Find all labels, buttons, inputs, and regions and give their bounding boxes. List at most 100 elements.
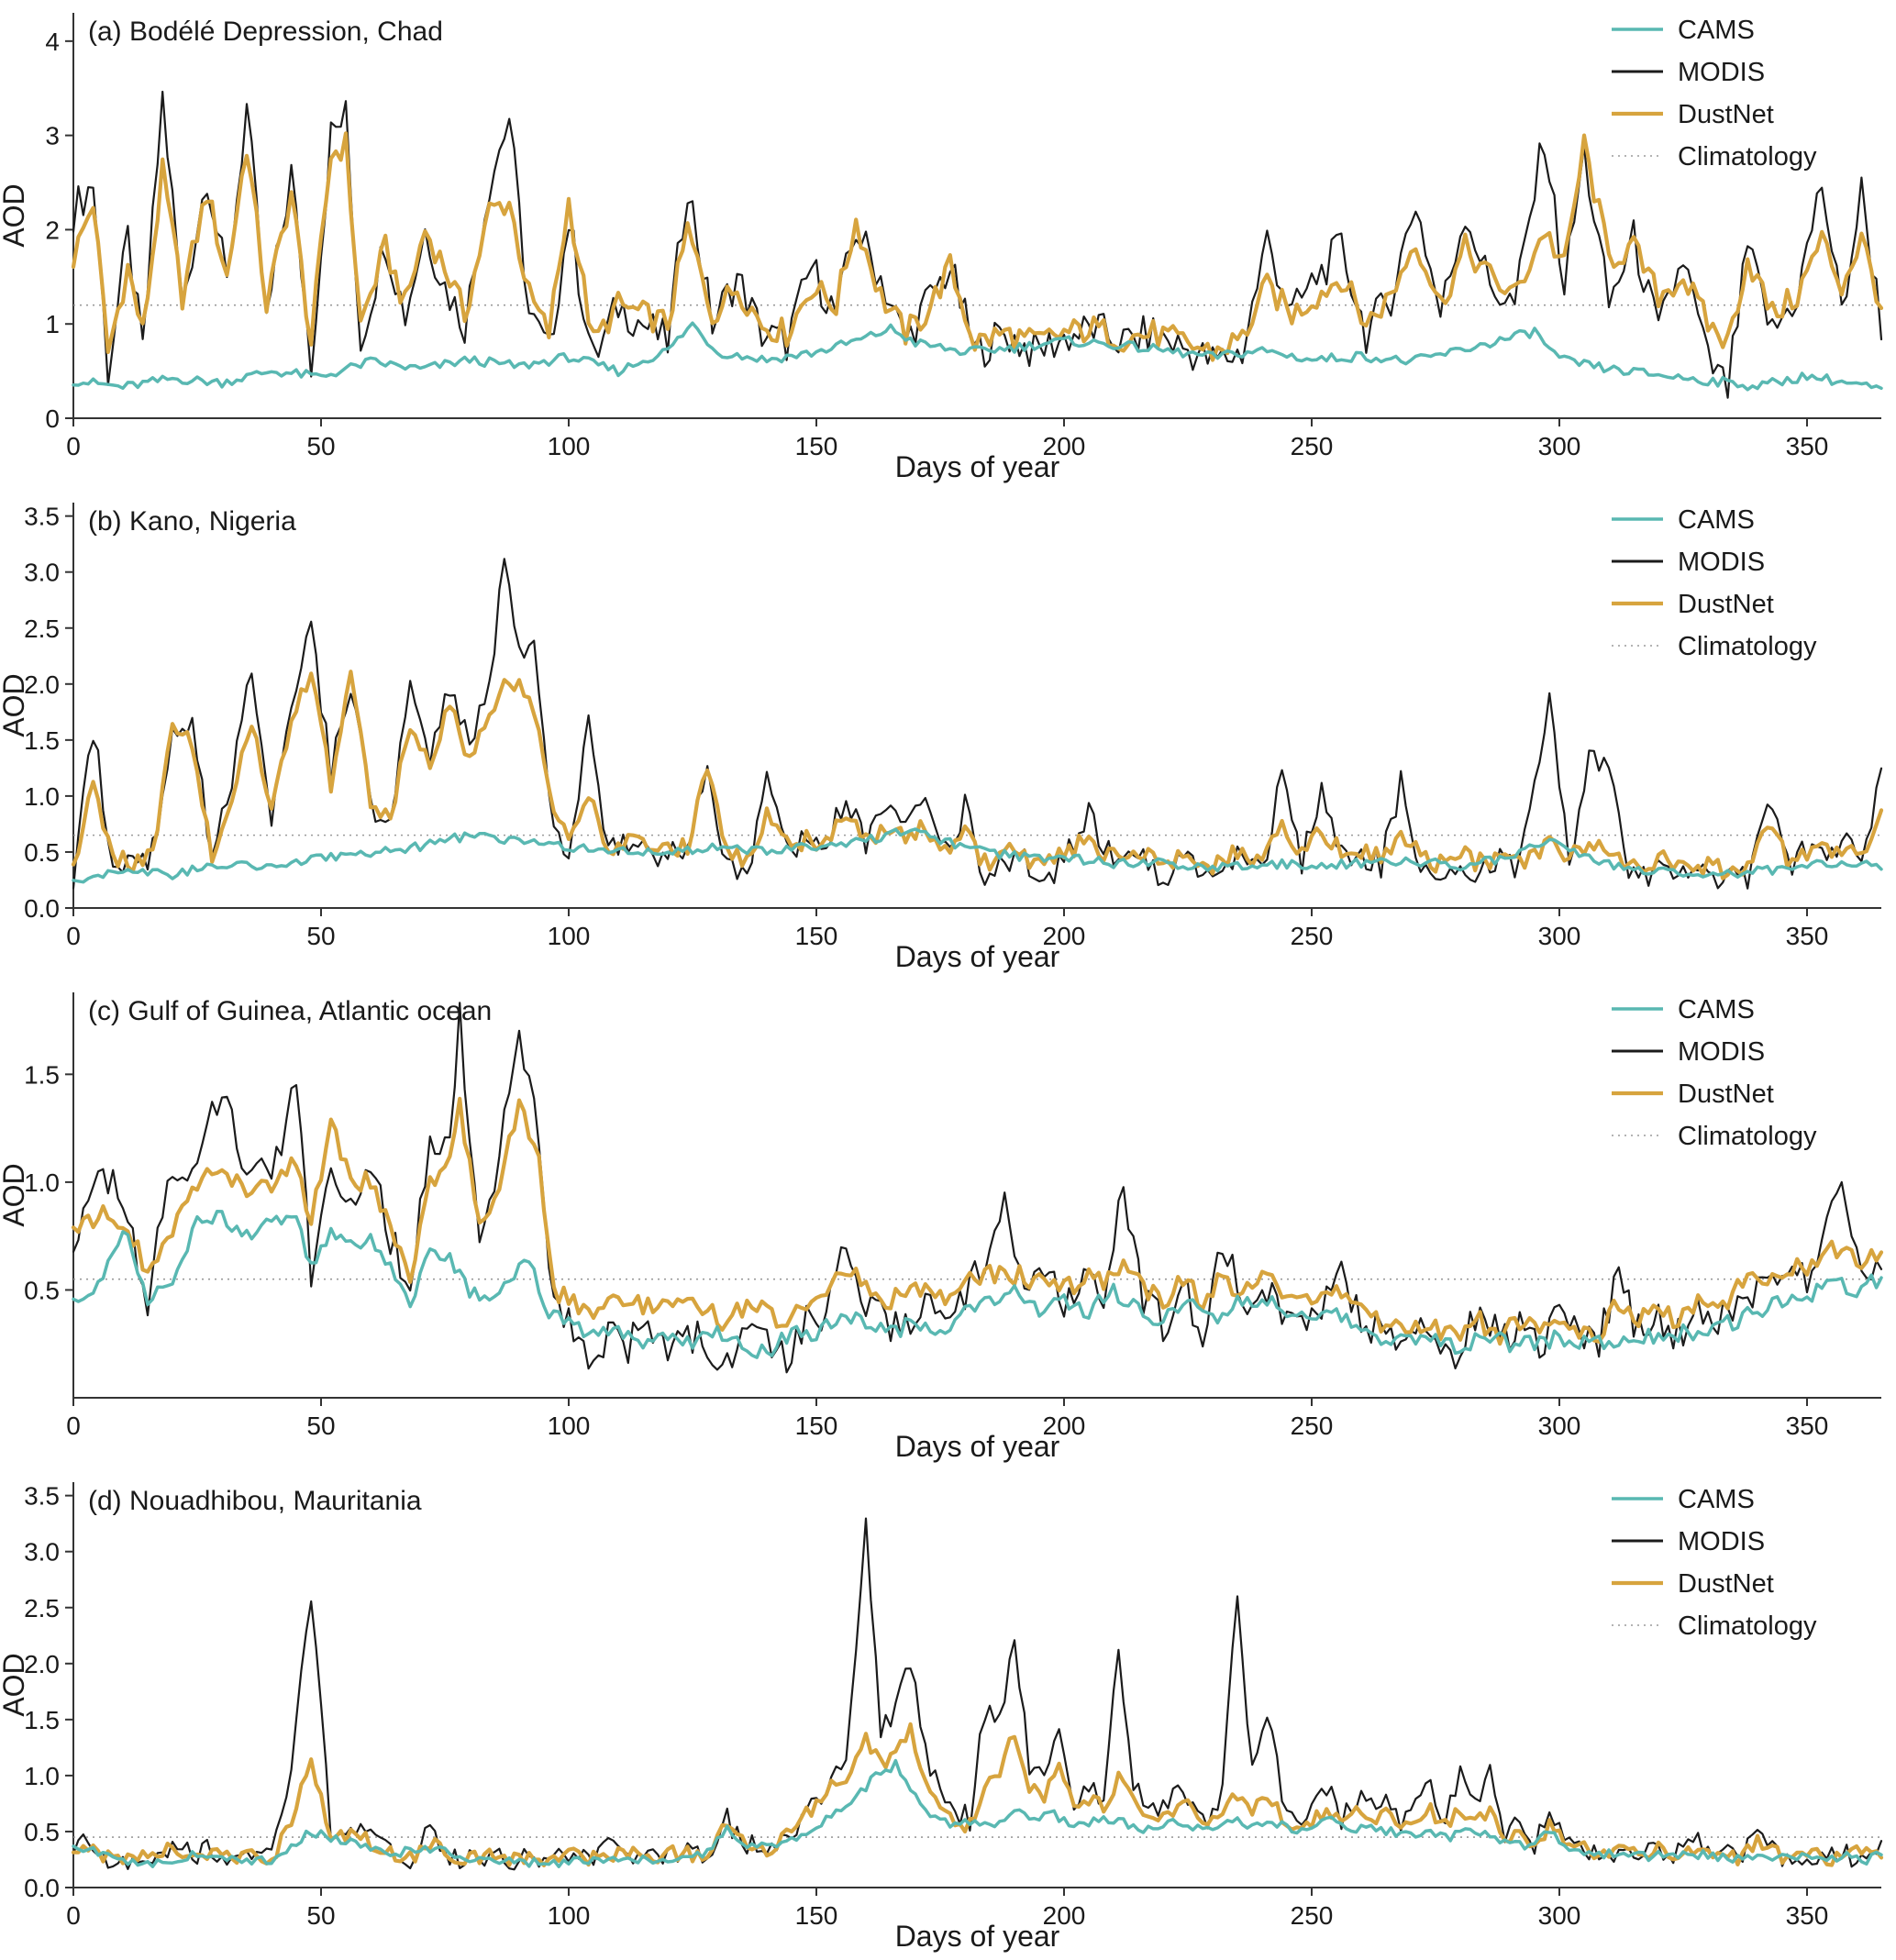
x-tick-label: 300 [1538,432,1581,460]
x-tick-label: 100 [548,1901,591,1930]
legend-label-modis: MODIS [1678,1527,1765,1556]
x-tick-label: 50 [306,1901,335,1930]
legend-label-dustnet: DustNet [1678,1569,1774,1599]
legend-label-dustnet: DustNet [1678,100,1774,129]
x-axis-title: Days of year [895,940,1060,973]
legend-label-modis: MODIS [1678,548,1765,577]
y-tick-label: 1.5 [24,1706,60,1734]
chart-panel-c: 0 50 100 150 200 250 300 350 0.5 1.0 1.5 Days of ye… [0,980,1896,1469]
series-line-dustnet [71,1096,1884,1346]
x-tick-label: 100 [548,922,591,950]
y-tick-label: 1.5 [24,1060,60,1089]
legend-item-cams: CAMS [1612,1485,1755,1514]
y-tick-label: 1.5 [24,726,60,755]
y-tick-label: 2.0 [24,670,60,699]
y-tick-label: 0.5 [24,838,60,867]
y-tick-label: 1.0 [24,1168,60,1197]
x-tick-label: 250 [1291,1901,1334,1930]
x-tick-label: 100 [548,432,591,460]
y-tick-label: 1.0 [24,1762,60,1790]
y-tick-label: 1.0 [24,782,60,811]
series-line-cams [72,321,1883,392]
legend-label-climatology: Climatology [1678,632,1817,661]
x-tick-label: 250 [1291,432,1334,460]
legend-label-modis: MODIS [1678,58,1765,87]
y-tick-label: 2.5 [24,1594,60,1622]
x-tick-label: 300 [1538,1412,1581,1440]
x-tick-label: 0 [66,922,81,950]
legend-item-cams: CAMS [1612,995,1755,1024]
legend-item-modis: MODIS [1612,1037,1765,1067]
x-tick-label: 0 [66,432,81,460]
series-line-dustnet [71,131,1884,362]
chart-svg-c: 0 50 100 150 200 250 300 350 0.5 1.0 1.5 Days of ye… [0,992,1884,1463]
y-tick-label: 2 [45,216,60,244]
series-line-dustnet [71,670,1884,880]
x-axis-title: Days of year [895,1430,1060,1463]
x-tick-label: 50 [306,922,335,950]
panel-title: (d) Nouadhibou, Mauritania [88,1486,422,1516]
x-axis-title: Days of year [895,450,1060,483]
chart-panel-a: 0 50 100 150 200 250 300 350 0 1 2 3 4 Days of year AO… [0,0,1896,490]
series-line-modis [72,558,1883,890]
x-tick-label: 150 [795,1412,838,1440]
x-tick-label: 350 [1786,432,1829,460]
legend-label-dustnet: DustNet [1678,1080,1774,1109]
chart-svg-b: 0 50 100 150 200 250 300 350 0.0 0.5 1.0 1.5 2.0 2.5 3… [0,503,1884,973]
x-tick-label: 250 [1291,922,1334,950]
legend-label-climatology: Climatology [1678,142,1817,172]
legend-item-modis: MODIS [1612,1527,1765,1556]
legend-item-cams: CAMS [1612,16,1755,45]
series-line-cams [72,1210,1883,1359]
x-tick-label: 350 [1786,922,1829,950]
y-tick-label: 0.5 [24,1818,60,1846]
legend-item-climatology: Climatology [1612,1611,1817,1641]
legend-label-cams: CAMS [1678,16,1755,45]
y-tick-label: 4 [45,28,60,56]
legend-label-modis: MODIS [1678,1037,1765,1067]
legend-label-climatology: Climatology [1678,1611,1817,1641]
chart-svg-a: 0 50 100 150 200 250 300 350 0 1 2 3 4 Days of year AO… [0,13,1884,483]
legend-label-cams: CAMS [1678,1485,1755,1514]
x-tick-label: 50 [306,432,335,460]
x-tick-label: 200 [1043,432,1086,460]
y-tick-label: 1 [45,310,60,338]
y-axis-title: AOD [0,1163,30,1226]
y-tick-label: 3.5 [24,1482,60,1511]
series-line-cams [72,1758,1883,1868]
x-tick-label: 200 [1043,1412,1086,1440]
x-tick-label: 200 [1043,922,1086,950]
series-line-modis [72,1002,1883,1374]
y-axis-title: AOD [0,183,30,247]
panel-title: (a) Bodélé Depression, Chad [88,17,443,47]
legend-item-climatology: Climatology [1612,142,1817,172]
x-tick-label: 0 [66,1412,81,1440]
y-tick-label: 3.5 [24,503,60,531]
x-axis-title: Days of year [895,1920,1060,1953]
x-tick-label: 250 [1291,1412,1334,1440]
legend-item-dustnet: DustNet [1612,1080,1774,1109]
x-tick-label: 100 [548,1412,591,1440]
x-tick-label: 300 [1538,922,1581,950]
legend-item-modis: MODIS [1612,548,1765,577]
y-tick-label: 0.0 [24,894,60,923]
legend-label-climatology: Climatology [1678,1122,1817,1151]
x-tick-label: 350 [1786,1412,1829,1440]
legend-item-climatology: Climatology [1612,1122,1817,1151]
series-line-cams [72,827,1883,884]
legend-item-modis: MODIS [1612,58,1765,87]
x-tick-label: 50 [306,1412,335,1440]
legend-label-dustnet: DustNet [1678,590,1774,619]
y-axis-title: AOD [0,1653,30,1716]
y-tick-label: 2.0 [24,1650,60,1678]
legend-item-dustnet: DustNet [1612,590,1774,619]
legend-item-dustnet: DustNet [1612,100,1774,129]
y-tick-label: 0 [45,404,60,433]
legend-item-cams: CAMS [1612,505,1755,535]
y-tick-label: 3 [45,122,60,150]
legend-item-dustnet: DustNet [1612,1569,1774,1599]
y-tick-label: 3.0 [24,559,60,587]
panel-title: (c) Gulf of Guinea, Atlantic ocean [88,996,492,1026]
x-tick-label: 0 [66,1901,81,1930]
